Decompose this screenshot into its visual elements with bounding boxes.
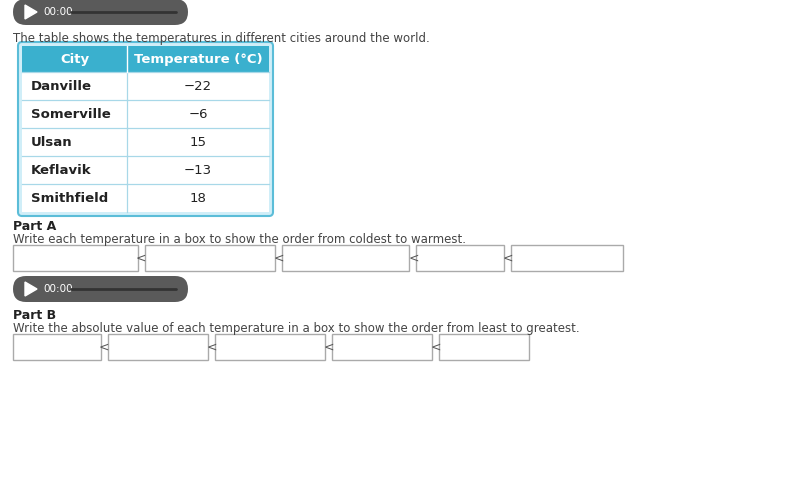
Text: City: City xyxy=(60,53,89,65)
Text: <: < xyxy=(324,340,334,353)
Text: The table shows the temperatures in different cities around the world.: The table shows the temperatures in diff… xyxy=(13,32,430,45)
FancyBboxPatch shape xyxy=(13,276,188,302)
Bar xyxy=(108,334,208,360)
Polygon shape xyxy=(25,282,37,296)
Text: <: < xyxy=(502,251,514,265)
Bar xyxy=(22,184,269,212)
Text: Part A: Part A xyxy=(13,220,56,233)
Text: <: < xyxy=(409,251,419,265)
Text: Keflavik: Keflavik xyxy=(31,163,92,177)
Bar xyxy=(145,245,275,271)
Bar xyxy=(416,245,504,271)
Bar xyxy=(13,334,101,360)
Text: 15: 15 xyxy=(190,135,206,149)
Bar xyxy=(439,334,529,360)
Text: 18: 18 xyxy=(190,191,206,205)
Text: Write each temperature in a box to show the order from coldest to warmest.: Write each temperature in a box to show … xyxy=(13,233,466,246)
Text: 00:00: 00:00 xyxy=(43,7,73,17)
Bar xyxy=(215,334,325,360)
Text: Danville: Danville xyxy=(31,80,92,92)
Bar xyxy=(22,72,269,100)
Text: Temperature (°C): Temperature (°C) xyxy=(134,53,262,65)
Text: −6: −6 xyxy=(188,107,208,121)
Polygon shape xyxy=(25,5,37,19)
Bar xyxy=(282,245,409,271)
Text: Part B: Part B xyxy=(13,309,56,322)
Bar xyxy=(22,128,269,156)
Text: <: < xyxy=(430,340,442,353)
Text: <: < xyxy=(274,251,284,265)
Text: 00:00: 00:00 xyxy=(43,284,73,294)
Text: <: < xyxy=(136,251,146,265)
Bar xyxy=(332,334,432,360)
Text: −22: −22 xyxy=(184,80,212,92)
Text: Write the absolute value of each temperature in a box to show the order from lea: Write the absolute value of each tempera… xyxy=(13,322,580,335)
FancyBboxPatch shape xyxy=(18,42,273,216)
Bar xyxy=(22,100,269,128)
Bar xyxy=(22,156,269,184)
FancyBboxPatch shape xyxy=(13,0,188,25)
Text: Ulsan: Ulsan xyxy=(31,135,73,149)
Text: Smithfield: Smithfield xyxy=(31,191,108,205)
Bar xyxy=(22,46,269,72)
Bar xyxy=(13,245,138,271)
Bar xyxy=(511,245,623,271)
Text: <: < xyxy=(98,340,110,353)
Text: Somerville: Somerville xyxy=(31,107,110,121)
Text: −13: −13 xyxy=(184,163,212,177)
Text: <: < xyxy=(206,340,218,353)
